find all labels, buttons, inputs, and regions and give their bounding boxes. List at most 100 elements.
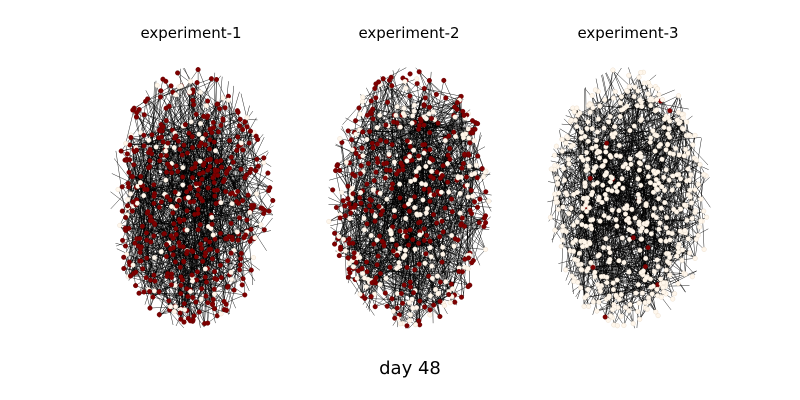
- infected-node: [455, 237, 461, 243]
- healthy-node: [466, 163, 472, 169]
- infected-node: [215, 167, 221, 173]
- infected-node: [426, 186, 432, 192]
- infected-node: [158, 152, 164, 158]
- infected-node: [406, 242, 412, 248]
- infected-node: [164, 161, 170, 167]
- healthy-node: [188, 119, 194, 125]
- infected-node: [179, 277, 185, 283]
- infected-node: [364, 221, 370, 227]
- healthy-node: [619, 235, 625, 241]
- infected-node: [147, 147, 153, 153]
- healthy-node: [575, 279, 581, 285]
- healthy-node: [212, 148, 218, 154]
- infected-node: [173, 226, 179, 232]
- healthy-node: [645, 79, 651, 85]
- healthy-node: [450, 286, 456, 292]
- infected-node: [353, 151, 359, 157]
- infected-node: [207, 163, 213, 169]
- healthy-node: [589, 145, 595, 151]
- healthy-node: [624, 203, 630, 209]
- infected-node: [338, 246, 344, 252]
- healthy-node: [694, 157, 700, 163]
- infected-node: [181, 217, 187, 223]
- healthy-node: [424, 206, 430, 212]
- healthy-node: [578, 154, 584, 160]
- healthy-node: [690, 142, 696, 148]
- healthy-node: [620, 106, 626, 112]
- infected-node: [459, 215, 465, 221]
- infected-node: [417, 116, 423, 122]
- healthy-node: [662, 187, 668, 193]
- healthy-node: [559, 237, 565, 243]
- infected-node: [337, 167, 343, 173]
- infected-node: [364, 269, 370, 275]
- infected-node: [241, 235, 247, 241]
- healthy-node: [657, 141, 663, 147]
- infected-node: [234, 147, 240, 153]
- healthy-node: [153, 144, 159, 150]
- infected-node: [246, 140, 252, 146]
- infected-node: [213, 76, 219, 82]
- infected-node: [150, 294, 156, 300]
- healthy-node: [390, 308, 396, 314]
- infected-node: [384, 303, 390, 309]
- infected-node: [193, 181, 199, 187]
- infected-node: [667, 108, 673, 114]
- healthy-node: [146, 137, 152, 143]
- infected-node: [392, 315, 398, 321]
- healthy-node: [597, 288, 603, 294]
- healthy-node: [128, 191, 134, 197]
- healthy-node: [389, 236, 395, 242]
- healthy-node: [417, 232, 423, 238]
- healthy-node: [612, 89, 618, 95]
- healthy-node: [676, 152, 682, 158]
- infected-node: [137, 235, 143, 241]
- infected-node: [261, 155, 267, 161]
- infected-node: [439, 259, 445, 265]
- healthy-node: [397, 181, 403, 187]
- infected-node: [371, 241, 377, 247]
- healthy-node: [658, 205, 664, 211]
- healthy-node: [631, 93, 637, 99]
- healthy-node: [412, 246, 418, 252]
- infected-node: [345, 274, 351, 280]
- healthy-node: [137, 180, 143, 186]
- infected-node: [196, 309, 202, 315]
- infected-node: [333, 204, 339, 210]
- infected-node: [270, 197, 276, 203]
- healthy-node: [225, 97, 231, 103]
- healthy-node: [663, 238, 669, 244]
- infected-node: [477, 196, 483, 202]
- infected-node: [212, 193, 218, 199]
- infected-node: [234, 198, 240, 204]
- healthy-node: [252, 235, 258, 241]
- infected-node: [215, 129, 221, 135]
- infected-node: [440, 229, 446, 235]
- healthy-node: [566, 211, 572, 217]
- infected-node: [437, 279, 443, 285]
- healthy-node: [406, 300, 412, 306]
- infected-node: [407, 144, 413, 150]
- healthy-node: [623, 211, 629, 217]
- infected-node: [210, 296, 216, 302]
- healthy-node: [228, 269, 234, 275]
- healthy-node: [357, 254, 363, 260]
- infected-node: [389, 142, 395, 148]
- infected-node: [161, 231, 167, 237]
- network-graph-2: [326, 67, 492, 329]
- infected-node: [240, 198, 246, 204]
- infected-node: [170, 210, 176, 216]
- infected-node: [141, 289, 147, 295]
- healthy-node: [559, 137, 565, 143]
- healthy-node: [171, 145, 177, 151]
- healthy-node: [409, 120, 415, 126]
- infected-node: [421, 122, 427, 128]
- healthy-node: [688, 172, 694, 178]
- infected-node: [364, 259, 370, 265]
- healthy-node: [337, 136, 343, 142]
- healthy-node: [429, 263, 435, 269]
- healthy-node: [626, 308, 632, 314]
- healthy-node: [670, 151, 676, 157]
- healthy-node: [457, 190, 463, 196]
- infected-node: [224, 284, 230, 290]
